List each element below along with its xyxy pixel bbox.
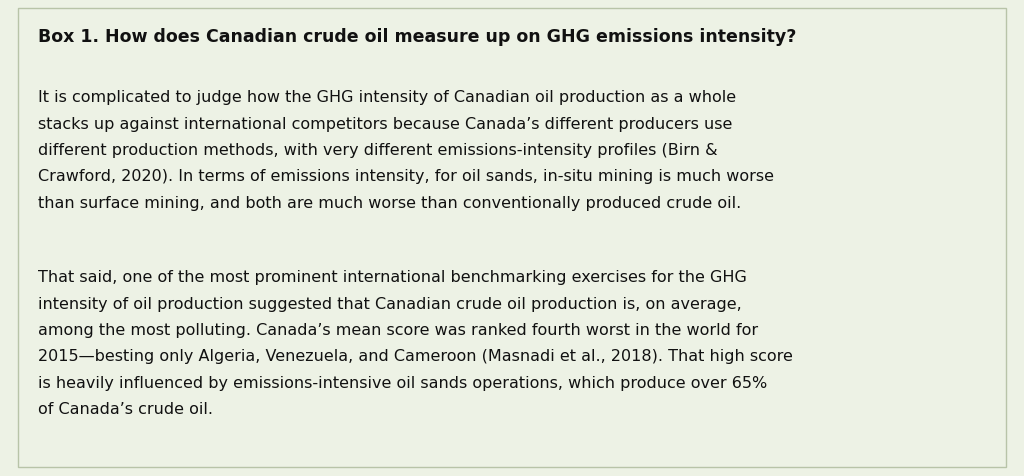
Text: different production methods, with very different emissions-intensity profiles (: different production methods, with very … [38,143,718,158]
Text: than surface mining, and both are much worse than conventionally produced crude : than surface mining, and both are much w… [38,196,741,210]
Text: among the most polluting. Canada’s mean score was ranked fourth worst in the wor: among the most polluting. Canada’s mean … [38,322,758,337]
Text: It is complicated to judge how the GHG intensity of Canadian oil production as a: It is complicated to judge how the GHG i… [38,90,736,105]
Text: of Canada’s crude oil.: of Canada’s crude oil. [38,402,213,416]
Text: That said, one of the most prominent international benchmarking exercises for th: That said, one of the most prominent int… [38,269,746,284]
Text: intensity of oil production suggested that Canadian crude oil production is, on : intensity of oil production suggested th… [38,296,741,311]
Text: stacks up against international competitors because Canada’s different producers: stacks up against international competit… [38,116,732,131]
FancyBboxPatch shape [18,9,1006,467]
Text: Box 1. How does Canadian crude oil measure up on GHG emissions intensity?: Box 1. How does Canadian crude oil measu… [38,28,797,46]
Text: Crawford, 2020). In terms of emissions intensity, for oil sands, in-situ mining : Crawford, 2020). In terms of emissions i… [38,169,774,184]
Text: 2015—besting only Algeria, Venezuela, and Cameroon (Masnadi et al., 2018). That : 2015—besting only Algeria, Venezuela, an… [38,349,793,364]
Text: is heavily influenced by emissions-intensive oil sands operations, which produce: is heavily influenced by emissions-inten… [38,375,767,390]
